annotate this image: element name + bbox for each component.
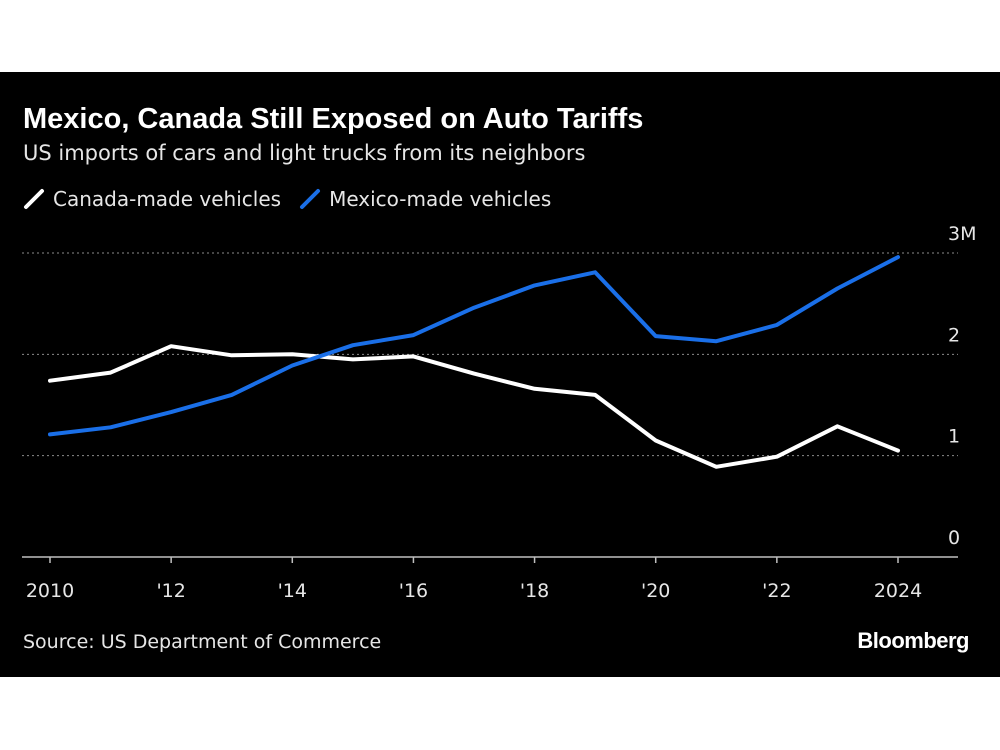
x-tick-label-4: '18 (520, 580, 549, 602)
x-tick-label-3: '16 (399, 580, 428, 602)
x-tick-label-1: '12 (156, 580, 185, 602)
y-tick-label-1: 1 (948, 426, 960, 448)
x-tick-label-2: '14 (278, 580, 307, 602)
chart-panel: Mexico, Canada Still Exposed on Auto Tar… (0, 72, 1000, 677)
legend-item-mexico: Mexico-made vehicles (299, 187, 551, 211)
x-tick-label-0: 2010 (26, 580, 74, 602)
bloomberg-logo: Bloomberg (857, 628, 969, 653)
legend-swatch-canada (24, 189, 44, 209)
legend-item-canada: Canada-made vehicles (23, 187, 281, 211)
series-line-mexico (48, 255, 900, 437)
x-tick-label-7: 2024 (874, 580, 922, 602)
line-chart: 0 1 2 3M 2010 '12 '14 '16 '18 '20 '22 2024 (22, 223, 976, 602)
y-tick-label-3: 3M (948, 223, 976, 245)
y-tick-label-0: 0 (948, 527, 960, 549)
legend-label-canada: Canada-made vehicles (53, 187, 282, 211)
chart-subtitle: US imports of cars and light trucks from… (23, 141, 586, 165)
legend-label-mexico: Mexico-made vehicles (329, 187, 552, 211)
series-line-canada (48, 344, 900, 469)
x-tick-label-5: '20 (641, 580, 670, 602)
chart-legend: Canada-made vehicles Mexico-made vehicle… (23, 187, 569, 211)
x-tick-label-6: '22 (762, 580, 791, 602)
y-tick-label-2: 2 (948, 324, 960, 346)
source-note: Source: US Department of Commerce (23, 631, 382, 653)
chart-title: Mexico, Canada Still Exposed on Auto Tar… (23, 103, 644, 135)
legend-swatch-mexico (300, 189, 321, 209)
